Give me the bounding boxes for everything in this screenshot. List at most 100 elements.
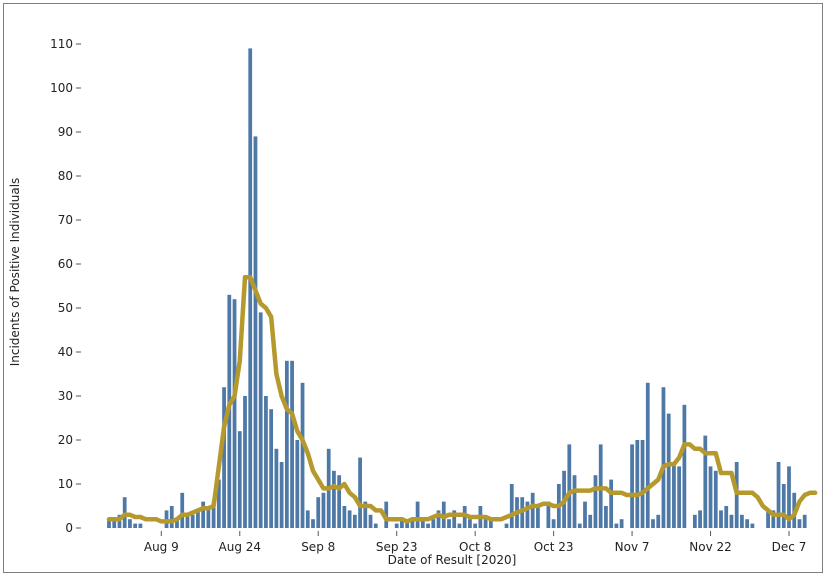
x-tick-label: Aug 9 <box>144 540 179 554</box>
y-tick-label: 60 <box>58 257 73 271</box>
bar <box>222 387 226 528</box>
bar <box>745 519 750 528</box>
bar <box>672 462 676 528</box>
bar <box>802 514 807 528</box>
bar <box>645 382 650 528</box>
bar <box>394 523 399 528</box>
x-tick-label: Nov 7 <box>615 540 650 554</box>
bar <box>342 506 347 528</box>
bar <box>504 523 509 528</box>
bar <box>776 462 781 528</box>
bar <box>436 510 441 528</box>
bar <box>572 475 577 528</box>
bar <box>415 501 420 528</box>
x-tick-label: Oct 23 <box>534 540 574 554</box>
bar <box>279 462 284 528</box>
bar <box>609 479 614 528</box>
bar <box>237 431 242 528</box>
y-tick-label: 20 <box>58 433 73 447</box>
bar <box>352 514 357 528</box>
bar <box>483 519 488 528</box>
bar <box>661 387 666 528</box>
bar <box>311 519 315 528</box>
bar <box>107 519 111 528</box>
bar <box>264 396 268 528</box>
bar <box>604 506 608 528</box>
y-tick-label: 0 <box>65 521 73 535</box>
bar <box>797 519 802 528</box>
bar <box>269 409 274 528</box>
x-tick-label: Sep 23 <box>376 540 418 554</box>
bar <box>719 510 723 528</box>
y-tick-label: 110 <box>50 37 73 51</box>
bar <box>452 510 457 528</box>
bar <box>284 360 289 528</box>
bar <box>426 523 430 528</box>
bar <box>630 444 634 528</box>
chart-frame: 0 10 20 30 40 50 60 70 80 90 100 110 Aug 9 Aug 24 Sep… <box>3 3 823 573</box>
bar <box>488 519 493 528</box>
bar <box>337 475 342 528</box>
bar <box>169 506 174 528</box>
x-tick-label: Aug 24 <box>219 540 262 554</box>
line-series <box>106 274 818 524</box>
bar <box>567 444 572 528</box>
bar <box>468 519 472 528</box>
bar <box>232 299 237 528</box>
bar <box>332 470 336 528</box>
bar <box>253 136 258 528</box>
bar <box>420 519 425 528</box>
bar <box>577 523 582 528</box>
bar <box>682 404 687 528</box>
bar <box>138 523 143 528</box>
bar <box>295 440 300 528</box>
bar <box>447 519 451 528</box>
bar <box>290 360 294 528</box>
y-tick-label: 70 <box>58 213 73 227</box>
y-tick-label: 90 <box>58 125 73 139</box>
bar <box>133 523 138 528</box>
bar <box>546 501 551 528</box>
y-tick-label: 100 <box>50 81 73 95</box>
bar <box>713 470 718 528</box>
bar <box>656 514 661 528</box>
bar <box>363 501 368 528</box>
chart-svg: 0 10 20 30 40 50 60 70 80 90 100 110 Aug 9 Aug 24 Sep… <box>8 37 818 567</box>
bar <box>180 492 185 528</box>
bar <box>196 510 200 528</box>
x-tick-label: Dec 7 <box>772 540 807 554</box>
bar <box>400 519 404 528</box>
y-axis: 0 10 20 30 40 50 60 70 80 90 100 110 <box>50 37 81 535</box>
bar <box>175 519 179 528</box>
y-tick-label: 40 <box>58 345 73 359</box>
bar <box>530 492 535 528</box>
bar <box>692 514 697 528</box>
bar <box>588 514 593 528</box>
bar <box>771 510 776 528</box>
bar <box>368 514 373 528</box>
bar <box>750 523 755 528</box>
bar <box>724 506 729 528</box>
bar <box>509 484 514 528</box>
bar <box>593 475 598 528</box>
bar <box>300 382 305 528</box>
bar <box>248 48 253 529</box>
bar <box>201 501 206 528</box>
bar <box>457 523 462 528</box>
bar <box>211 501 216 528</box>
y-tick-label: 30 <box>58 389 73 403</box>
bar <box>431 519 436 528</box>
y-tick-label: 50 <box>58 301 73 315</box>
bar <box>216 479 221 528</box>
bar <box>740 514 744 528</box>
bar <box>258 312 263 528</box>
bar <box>358 457 362 528</box>
bar <box>635 440 640 528</box>
bar <box>473 523 478 528</box>
x-tick-label: Nov 22 <box>689 540 732 554</box>
bar <box>316 497 321 528</box>
bar <box>781 484 786 528</box>
bar <box>666 413 671 528</box>
bar <box>614 523 619 528</box>
bar <box>112 519 117 528</box>
